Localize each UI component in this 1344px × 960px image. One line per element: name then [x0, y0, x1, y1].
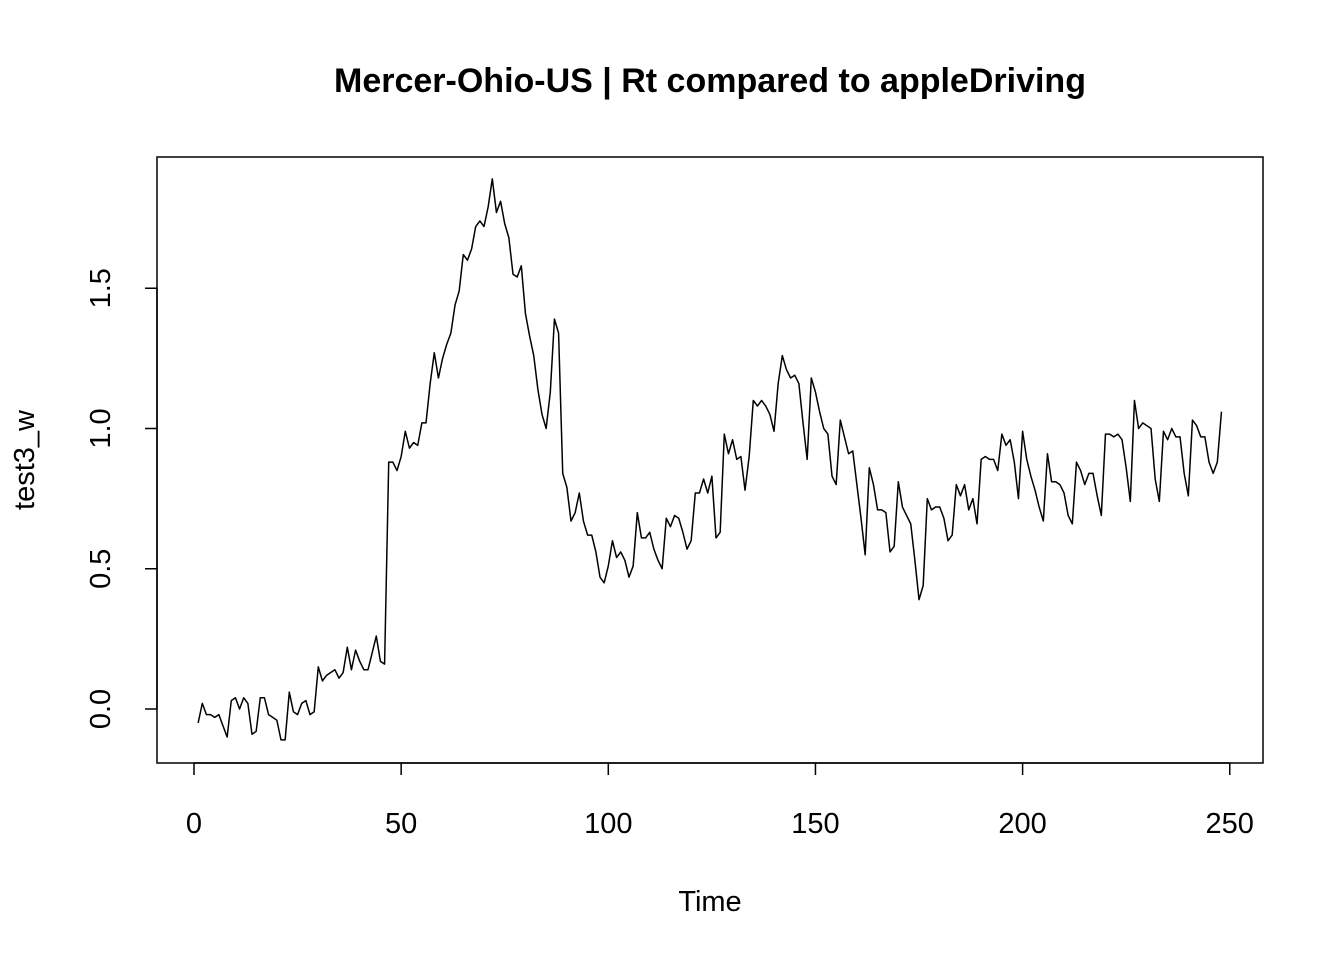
chart-title: Mercer-Ohio-US | Rt compared to appleDri…: [334, 62, 1086, 100]
y-tick-label: 1.0: [85, 408, 117, 448]
y-axis: 0.0 0.5 1.0 1.5: [85, 268, 158, 729]
x-axis: 0 50 100 150 200 250: [186, 762, 1254, 840]
x-tick-label: 100: [584, 808, 632, 840]
series-line: [197, 178, 1223, 741]
y-tick-label: 1.5: [85, 268, 117, 308]
x-tick-label: 150: [791, 808, 839, 840]
plot-frame: [156, 156, 1264, 764]
x-tick-label: 250: [1206, 808, 1254, 840]
x-tick-label: 50: [385, 808, 417, 840]
x-tick-label: 0: [186, 808, 202, 840]
x-axis-label: Time: [678, 886, 741, 918]
x-tick-label: 200: [998, 808, 1046, 840]
y-tick-label: 0.0: [85, 689, 117, 729]
y-tick-label: 0.5: [85, 549, 117, 589]
y-axis-label: test3_w: [9, 409, 41, 510]
